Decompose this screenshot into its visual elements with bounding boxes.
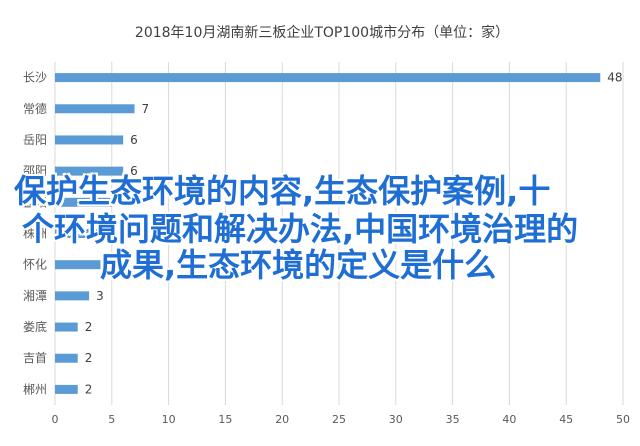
- data-labels: 48 7 6 6 3 2 2 2: [85, 71, 623, 397]
- x-tick-label: 30: [389, 413, 403, 426]
- category-label: 株洲: [23, 226, 47, 241]
- data-label: 2: [85, 382, 93, 396]
- x-tick-label: 45: [559, 413, 573, 426]
- tick-labels: 0 5 10 15 20 25 30 35 40 45 50: [52, 413, 631, 426]
- x-tick-label: 50: [616, 413, 630, 426]
- data-label: 3: [96, 289, 104, 303]
- data-label: 6: [130, 133, 138, 147]
- bar: [55, 353, 78, 363]
- category-label: 邵阳: [23, 164, 47, 178]
- x-tick-label: 40: [502, 413, 516, 426]
- bar: [55, 322, 78, 332]
- data-label: 2: [85, 320, 93, 334]
- category-label: 湘潭: [23, 288, 47, 303]
- category-label: 吉首: [23, 351, 47, 365]
- bar: [55, 104, 135, 114]
- x-tick-label: 0: [52, 413, 59, 426]
- category-label: 长沙: [23, 71, 47, 85]
- bar: [55, 229, 112, 238]
- chart-title: 2018年10月湖南新三板企业TOP100城市分布（单位：家）: [135, 24, 509, 41]
- data-label: 48: [607, 71, 622, 85]
- bar: [55, 260, 101, 270]
- x-tick-label: 15: [218, 413, 232, 426]
- overlay-text-line-2: 个环境问题和解决办法,中国环境治理的: [22, 210, 579, 248]
- category-label: 娄底: [23, 319, 47, 334]
- bar: [55, 135, 124, 145]
- x-tick-label: 35: [446, 413, 460, 426]
- x-tick-label: 5: [108, 413, 115, 426]
- bar: [55, 197, 112, 207]
- category-label: 岳阳: [23, 133, 47, 147]
- category-label: 益阳: [23, 195, 47, 209]
- category-label: 常德: [23, 101, 47, 116]
- bar: [55, 291, 90, 301]
- x-tick-label: 20: [275, 413, 289, 426]
- data-label: 2: [85, 351, 93, 365]
- data-label: 6: [130, 164, 138, 178]
- x-tick-label: 25: [332, 413, 346, 426]
- bar: [55, 384, 78, 394]
- category-label: 郴州: [23, 382, 47, 396]
- overlay-text-line-1: 保护生态环境的内容,生态保护案例,十: [14, 172, 551, 210]
- overlay-text-line-3: 成果,生态环境的定义是什么: [100, 246, 497, 284]
- bar: [55, 73, 601, 83]
- x-tick-label: 10: [162, 413, 176, 426]
- category-label: 怀化: [23, 258, 47, 272]
- bars: [55, 73, 601, 394]
- data-label: 7: [142, 102, 150, 116]
- bar: [55, 166, 124, 176]
